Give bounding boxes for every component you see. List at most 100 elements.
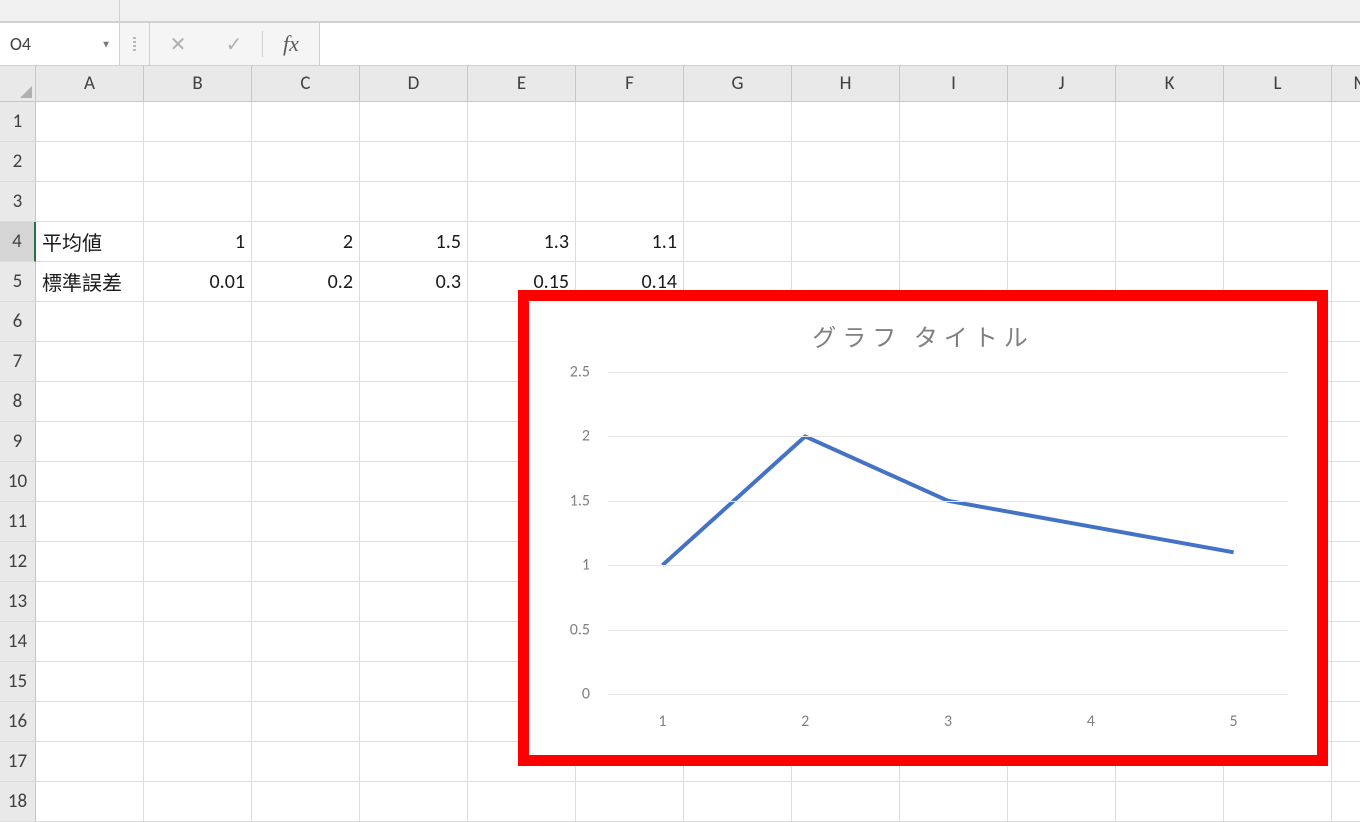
- row-header-14[interactable]: 14: [0, 622, 36, 662]
- cell-G2[interactable]: [684, 142, 792, 182]
- cell-B12[interactable]: [144, 542, 252, 582]
- chart-title[interactable]: グラフ タイトル: [518, 290, 1328, 353]
- row-header-10[interactable]: 10: [0, 462, 36, 502]
- cell-L4[interactable]: [1224, 222, 1332, 262]
- cell-G18[interactable]: [684, 782, 792, 822]
- cell-A4[interactable]: 平均値: [36, 222, 144, 262]
- cell-J3[interactable]: [1008, 182, 1116, 222]
- select-all-corner[interactable]: [0, 66, 36, 102]
- cell-A14[interactable]: [36, 622, 144, 662]
- column-header-C[interactable]: C: [252, 66, 360, 102]
- cell-A5[interactable]: 標準誤差: [36, 262, 144, 302]
- row-header-11[interactable]: 11: [0, 502, 36, 542]
- cell-C9[interactable]: [252, 422, 360, 462]
- row-header-16[interactable]: 16: [0, 702, 36, 742]
- cell-B3[interactable]: [144, 182, 252, 222]
- cell-L18[interactable]: [1224, 782, 1332, 822]
- row-header-1[interactable]: 1: [0, 102, 36, 142]
- cell-C12[interactable]: [252, 542, 360, 582]
- row-header-4[interactable]: 4: [0, 222, 36, 262]
- column-header-K[interactable]: K: [1116, 66, 1224, 102]
- name-box[interactable]: O4 ▼: [0, 23, 120, 65]
- cell-I18[interactable]: [900, 782, 1008, 822]
- cell-C2[interactable]: [252, 142, 360, 182]
- row-header-2[interactable]: 2: [0, 142, 36, 182]
- cell-M2[interactable]: [1332, 142, 1360, 182]
- cell-J4[interactable]: [1008, 222, 1116, 262]
- cell-M18[interactable]: [1332, 782, 1360, 822]
- cell-A2[interactable]: [36, 142, 144, 182]
- cell-M11[interactable]: [1332, 502, 1360, 542]
- column-header-E[interactable]: E: [468, 66, 576, 102]
- cell-M16[interactable]: [1332, 702, 1360, 742]
- column-header-M[interactable]: M: [1332, 66, 1360, 102]
- row-header-8[interactable]: 8: [0, 382, 36, 422]
- cell-B16[interactable]: [144, 702, 252, 742]
- cell-M8[interactable]: [1332, 382, 1360, 422]
- cell-M10[interactable]: [1332, 462, 1360, 502]
- cell-D12[interactable]: [360, 542, 468, 582]
- cell-D4[interactable]: 1.5: [360, 222, 468, 262]
- row-header-7[interactable]: 7: [0, 342, 36, 382]
- cell-B2[interactable]: [144, 142, 252, 182]
- column-header-F[interactable]: F: [576, 66, 684, 102]
- cell-I4[interactable]: [900, 222, 1008, 262]
- cell-D13[interactable]: [360, 582, 468, 622]
- cell-B13[interactable]: [144, 582, 252, 622]
- cell-C13[interactable]: [252, 582, 360, 622]
- cell-G4[interactable]: [684, 222, 792, 262]
- cell-B14[interactable]: [144, 622, 252, 662]
- enter-button[interactable]: ✓: [206, 23, 262, 65]
- cell-F2[interactable]: [576, 142, 684, 182]
- cell-B1[interactable]: [144, 102, 252, 142]
- cell-C3[interactable]: [252, 182, 360, 222]
- column-header-I[interactable]: I: [900, 66, 1008, 102]
- name-box-dropdown-icon[interactable]: ▼: [101, 38, 111, 51]
- cell-F1[interactable]: [576, 102, 684, 142]
- column-header-D[interactable]: D: [360, 66, 468, 102]
- cell-D6[interactable]: [360, 302, 468, 342]
- cell-C1[interactable]: [252, 102, 360, 142]
- cell-C15[interactable]: [252, 662, 360, 702]
- cell-L1[interactable]: [1224, 102, 1332, 142]
- cell-A3[interactable]: [36, 182, 144, 222]
- cell-J18[interactable]: [1008, 782, 1116, 822]
- cell-C18[interactable]: [252, 782, 360, 822]
- cell-B7[interactable]: [144, 342, 252, 382]
- column-header-B[interactable]: B: [144, 66, 252, 102]
- cell-M6[interactable]: [1332, 302, 1360, 342]
- insert-function-button[interactable]: fx: [263, 23, 319, 65]
- cell-I2[interactable]: [900, 142, 1008, 182]
- row-header-17[interactable]: 17: [0, 742, 36, 782]
- column-header-H[interactable]: H: [792, 66, 900, 102]
- cell-M9[interactable]: [1332, 422, 1360, 462]
- column-header-J[interactable]: J: [1008, 66, 1116, 102]
- cell-C8[interactable]: [252, 382, 360, 422]
- cell-C17[interactable]: [252, 742, 360, 782]
- cell-B15[interactable]: [144, 662, 252, 702]
- cell-D14[interactable]: [360, 622, 468, 662]
- cell-D2[interactable]: [360, 142, 468, 182]
- row-header-13[interactable]: 13: [0, 582, 36, 622]
- cell-D7[interactable]: [360, 342, 468, 382]
- cell-M15[interactable]: [1332, 662, 1360, 702]
- cell-D10[interactable]: [360, 462, 468, 502]
- cell-H18[interactable]: [792, 782, 900, 822]
- cell-D18[interactable]: [360, 782, 468, 822]
- cell-F18[interactable]: [576, 782, 684, 822]
- cell-B9[interactable]: [144, 422, 252, 462]
- chart-plot-area[interactable]: 00.511.522.512345: [608, 372, 1288, 694]
- cancel-button[interactable]: ✕: [150, 23, 206, 65]
- cell-B6[interactable]: [144, 302, 252, 342]
- cell-A16[interactable]: [36, 702, 144, 742]
- cell-D8[interactable]: [360, 382, 468, 422]
- cell-D9[interactable]: [360, 422, 468, 462]
- cell-M13[interactable]: [1332, 582, 1360, 622]
- cell-E3[interactable]: [468, 182, 576, 222]
- cell-E4[interactable]: 1.3: [468, 222, 576, 262]
- cell-D3[interactable]: [360, 182, 468, 222]
- row-header-6[interactable]: 6: [0, 302, 36, 342]
- cell-I1[interactable]: [900, 102, 1008, 142]
- cell-C11[interactable]: [252, 502, 360, 542]
- cell-B10[interactable]: [144, 462, 252, 502]
